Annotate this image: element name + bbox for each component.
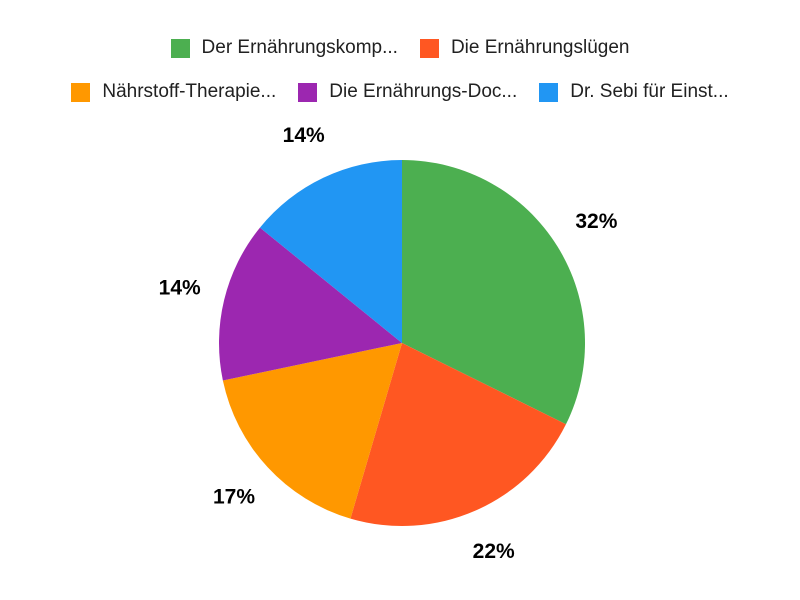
legend-label: Die Ernährungslügen: [450, 37, 630, 58]
pie-slice[interactable]: [222, 343, 402, 519]
legend-label: Nährstoff-Therapie...: [102, 81, 277, 102]
chart-legend: Der Ernährungskomp... Die Ernährungslügen…: [0, 38, 800, 102]
legend-swatch-icon: [170, 38, 190, 58]
legend-item: Dr. Sebi für Einst...: [539, 81, 729, 102]
pie-slice[interactable]: [350, 343, 566, 527]
slice-percent-label: 14%: [283, 124, 325, 147]
legend-item: Die Ernährungs-Doc...: [298, 82, 517, 102]
legend-label: Der Ernährungskomp...: [201, 37, 398, 58]
legend-swatch-icon: [298, 82, 318, 102]
slice-percent-label: 17%: [213, 486, 255, 509]
slice-percent-label: 22%: [473, 540, 515, 563]
slice-percent-label: 32%: [575, 210, 617, 233]
legend-swatch-icon: [71, 82, 91, 102]
legend-row: Nährstoff-Therapie... Die Ernährungs-Doc.…: [71, 81, 729, 102]
legend-row: Der Ernährungskomp... Die Ernährungslügen: [170, 37, 630, 58]
pie-slice[interactable]: [402, 160, 586, 425]
legend-label: Dr. Sebi für Einst...: [570, 81, 729, 102]
pie-slice[interactable]: [259, 160, 402, 343]
legend-item: Die Ernährungslügen: [419, 37, 630, 58]
legend-item: Der Ernährungskomp...: [170, 37, 398, 58]
legend-swatch-icon: [419, 38, 439, 58]
pie-slice[interactable]: [219, 227, 402, 381]
slice-percent-label: 14%: [159, 277, 201, 300]
legend-label: Die Ernährungs-Doc...: [329, 81, 518, 102]
legend-item: Nährstoff-Therapie...: [71, 82, 276, 102]
legend-swatch-icon: [539, 82, 559, 102]
